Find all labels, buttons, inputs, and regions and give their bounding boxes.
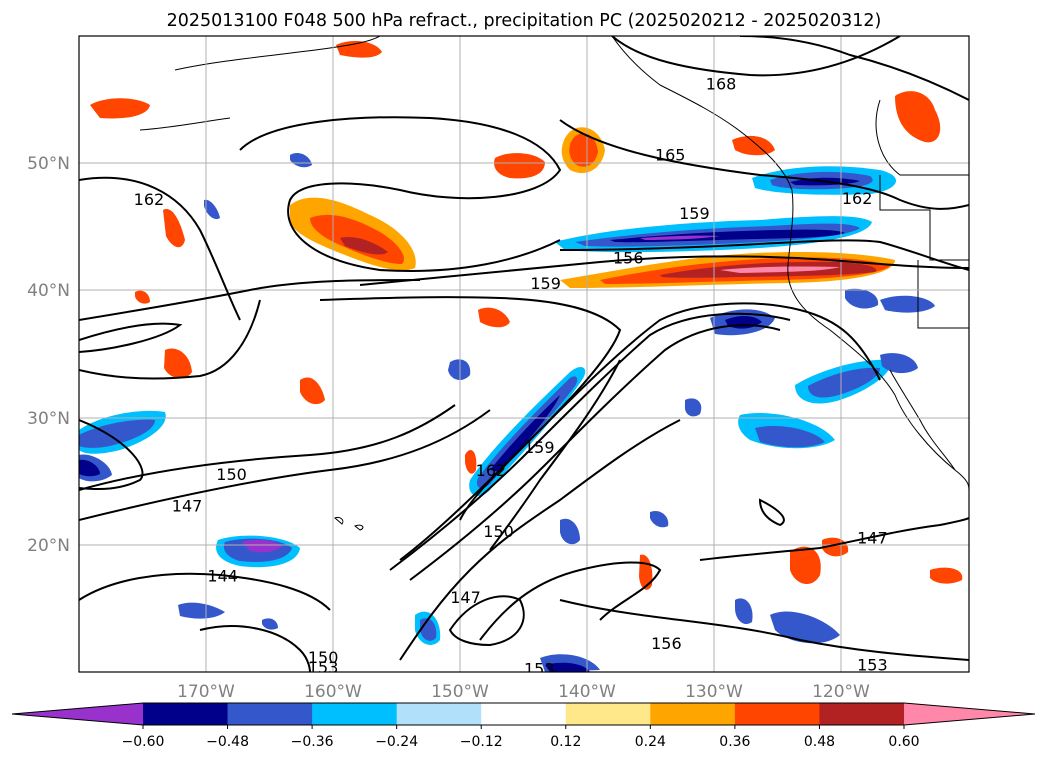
colorbar-tick-label: 0.24 xyxy=(635,734,666,750)
contour-label: 162 xyxy=(842,189,873,208)
colorbar-tick-label: 0.12 xyxy=(550,734,581,750)
colorbar-tick-label: −0.48 xyxy=(206,734,249,750)
colorbar-tick-label: 0.48 xyxy=(804,734,835,750)
x-tick-label: 120°W xyxy=(812,682,870,702)
contour-label: 147 xyxy=(450,588,481,607)
coastlines xyxy=(139,36,969,531)
colorbar-segment xyxy=(143,703,229,725)
contour-label: 147 xyxy=(857,528,888,547)
colorbar-tick-label: −0.36 xyxy=(291,734,334,750)
y-tick-label: 30°N xyxy=(27,409,70,429)
x-tick-label: 160°W xyxy=(304,682,362,702)
colorbar: −0.60 −0.48 −0.36 −0.24 −0.12 0.12 0.24 0.36 0.4… xyxy=(11,702,1036,750)
chart-title: 2025013100 F048 500 hPa refract., precip… xyxy=(167,11,882,31)
colorbar-segment xyxy=(481,703,567,725)
colorbar-tick-label: −0.12 xyxy=(460,734,503,750)
contour-label: 150 xyxy=(216,465,247,484)
x-tick-label: 140°W xyxy=(558,682,616,702)
colorbar-segment xyxy=(565,703,651,725)
contour-label: 165 xyxy=(655,146,686,165)
contour-label: 144 xyxy=(207,567,238,586)
contour-label: 156 xyxy=(651,634,682,653)
contour-label: 159 xyxy=(679,204,710,223)
x-tick-label: 130°W xyxy=(685,682,743,702)
contour-label: 159 xyxy=(530,274,561,293)
contour-label: 153 xyxy=(857,656,888,675)
x-axis: 170°W 160°W 150°W 140°W 130°W 120°W xyxy=(177,682,870,702)
y-tick-label: 50°N xyxy=(27,154,70,174)
colorbar-segment xyxy=(396,703,482,725)
contour-label: 147 xyxy=(172,497,203,516)
colorbar-segment xyxy=(650,703,736,725)
colorbar-segment xyxy=(227,703,313,725)
contour-label: 168 xyxy=(706,74,737,93)
colorbar-tick-label: −0.24 xyxy=(375,734,418,750)
contour-label: 153 xyxy=(308,658,339,677)
colorbar-extend-high xyxy=(904,703,1035,725)
contour-label: 156 xyxy=(613,249,644,268)
contour-label: 162 xyxy=(476,461,507,480)
contour-label: 150 xyxy=(308,648,339,667)
contour-label: 162 xyxy=(134,190,165,209)
y-tick-label: 40°N xyxy=(27,281,70,301)
colorbar-segment xyxy=(312,703,398,725)
colorbar-extend-low xyxy=(12,703,143,725)
colorbar-segment xyxy=(819,703,905,725)
x-tick-label: 170°W xyxy=(177,682,235,702)
contour-label: 159 xyxy=(524,438,555,457)
contour-lines xyxy=(79,36,969,672)
colorbar-segment xyxy=(734,703,820,725)
y-tick-label: 20°N xyxy=(27,536,70,556)
colorbar-tick-label: 0.60 xyxy=(888,734,919,750)
contour-label: 150 xyxy=(483,522,514,541)
plot-frame xyxy=(78,35,970,673)
colorbar-tick-label: 0.36 xyxy=(719,734,750,750)
precip-shading xyxy=(79,40,963,672)
colorbar-tick-label: −0.60 xyxy=(122,734,165,750)
y-axis: 50°N 40°N 30°N 20°N xyxy=(27,154,70,556)
contour-label: 153 xyxy=(524,659,555,678)
x-tick-label: 150°W xyxy=(431,682,489,702)
